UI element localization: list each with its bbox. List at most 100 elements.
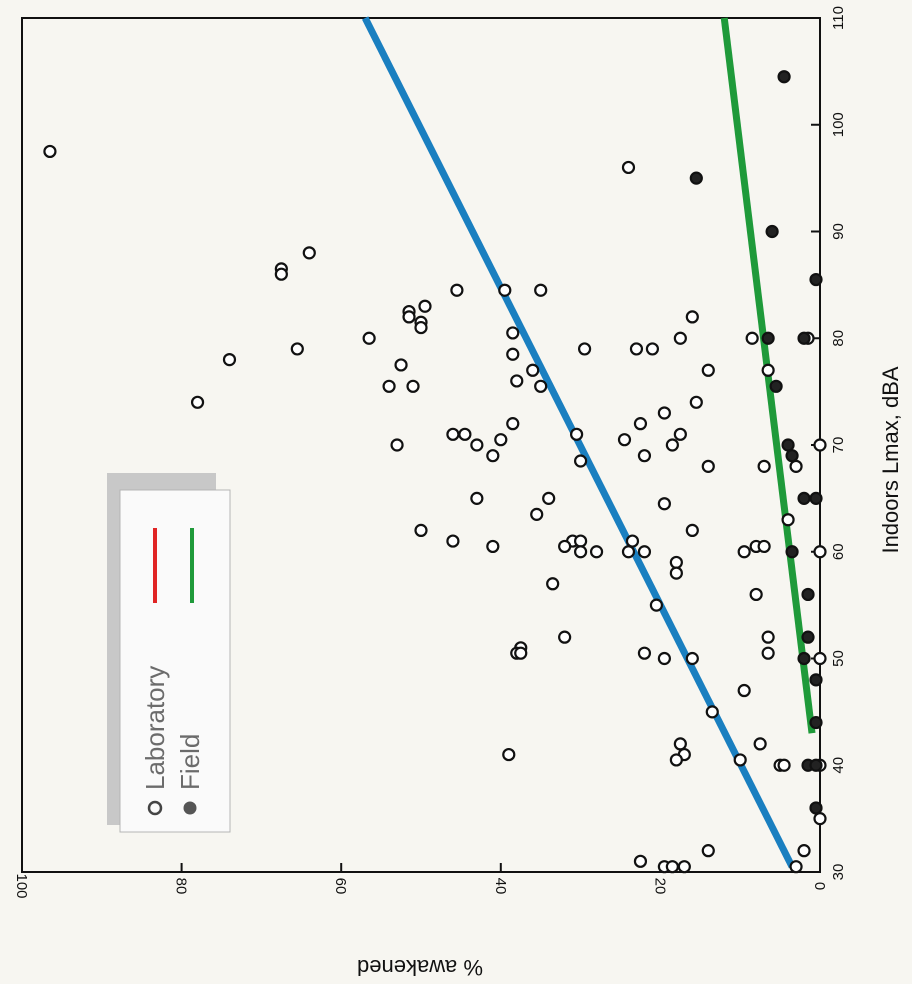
laboratory-data-point (673, 737, 687, 751)
legend-box (119, 489, 231, 833)
laboratory-data-point (526, 363, 540, 377)
laboratory-data-point (629, 342, 644, 356)
field-data-point (809, 491, 823, 505)
laboratory-data-point (534, 283, 548, 297)
laboratory-data-point (777, 758, 791, 772)
laboratory-data-point (685, 523, 699, 538)
laboratory-data-point (633, 854, 648, 868)
laboratory-data-point (510, 374, 524, 388)
laboratory-data-point (637, 545, 652, 559)
field-data-point (809, 801, 823, 815)
laboratory-data-point (470, 438, 484, 452)
laboratory-data-point (757, 459, 771, 473)
laboratory-data-point (274, 267, 288, 281)
laboratory-data-point (673, 427, 687, 441)
field-data-point (797, 331, 811, 345)
laboratory-data-point (669, 753, 683, 767)
x-axis-label: Indoors Lmax, dBA (878, 366, 903, 553)
laboratory-data-point (657, 651, 671, 666)
laboratory-data-point (657, 497, 671, 511)
field-data-point (797, 651, 811, 666)
laboratory-data-point (761, 630, 775, 644)
field-data-point (765, 224, 779, 239)
laboratory-data-point (573, 534, 588, 548)
y-axis-label: % awakened (357, 955, 483, 980)
laboratory-data-point (43, 144, 57, 159)
laboratory-data-point (570, 427, 584, 441)
y-tick-label: 40 (492, 878, 509, 895)
laboratory-data-point (781, 513, 795, 527)
laboratory-data-point (701, 459, 715, 473)
laboratory-data-point (677, 860, 691, 874)
laboratory-data-point (506, 326, 520, 340)
laboratory-data-point (789, 860, 803, 874)
laboratory-data-point (737, 545, 751, 559)
laboratory-data-point (657, 406, 671, 420)
laboratory-data-point (190, 395, 205, 409)
field-data-point (809, 272, 823, 287)
laboratory-data-point (573, 454, 588, 468)
laboratory-data-point (589, 545, 604, 559)
field-data-point (801, 630, 815, 644)
laboratory-data-point (222, 353, 237, 367)
laboratory-data-point (414, 320, 428, 335)
laboratory-data-point (486, 449, 500, 463)
field-data-point (689, 171, 703, 185)
laboratory-data-point (649, 598, 664, 612)
field-data-point (761, 331, 775, 345)
x-tick-label: 30 (830, 864, 847, 881)
laboratory-data-point (506, 347, 520, 361)
laboratory-data-point (414, 523, 428, 538)
laboratory-data-point (621, 160, 636, 175)
laboratory-data-point (546, 577, 560, 591)
laboratory-data-point (757, 539, 771, 554)
x-tick-label: 100 (830, 112, 847, 137)
data-point-layer (43, 70, 827, 874)
laboratory-data-point (577, 342, 592, 356)
laboratory-data-point (669, 555, 683, 570)
laboratory-data-point (633, 417, 648, 431)
laboratory-data-point (290, 342, 304, 356)
laboratory-data-point (789, 459, 803, 473)
laboratory-data-point (418, 299, 432, 313)
x-tick-label: 110 (830, 6, 847, 30)
laboratory-data-point (733, 753, 747, 767)
x-tick-label: 70 (830, 437, 847, 454)
laboratory-data-point (701, 363, 715, 377)
x-tick-label: 50 (830, 650, 847, 667)
legend: Laboratory Field (107, 473, 231, 833)
laboratory-data-point (749, 587, 763, 602)
fit-line-0 (362, 16, 796, 869)
laboratory-data-point (446, 534, 460, 548)
laboratory-data-point (362, 331, 376, 345)
field-data-point (781, 438, 795, 452)
laboratory-data-point (685, 651, 699, 666)
laboratory-data-point (673, 331, 687, 345)
laboratory-data-point (625, 534, 640, 548)
laboratory-data-point (645, 342, 660, 356)
laboratory-data-point (406, 379, 420, 393)
field-data-point (809, 758, 823, 772)
field-data-point (769, 379, 783, 393)
legend-label-laboratory: Laboratory (140, 666, 170, 790)
laboratory-data-point (558, 539, 572, 554)
field-data-point (785, 449, 799, 463)
laboratory-data-point (502, 747, 516, 762)
laboratory-data-point (665, 860, 679, 874)
field-data-point (785, 545, 799, 559)
laboratory-data-point (514, 646, 528, 660)
laboratory-data-point (745, 331, 759, 345)
laboratory-data-point (761, 646, 775, 660)
y-tick-label: 100 (13, 873, 30, 898)
y-tick-label: 80 (173, 878, 190, 895)
laboratory-data-point (498, 283, 512, 297)
laboratory-data-point (542, 491, 556, 505)
fit-line-layer (362, 16, 816, 869)
laboratory-data-point (573, 545, 588, 559)
laboratory-data-point (506, 417, 520, 431)
laboratory-data-point (494, 433, 508, 447)
laboratory-data-point (813, 651, 827, 666)
laboratory-data-point (302, 246, 316, 260)
legend-label-field: Field (175, 734, 205, 790)
